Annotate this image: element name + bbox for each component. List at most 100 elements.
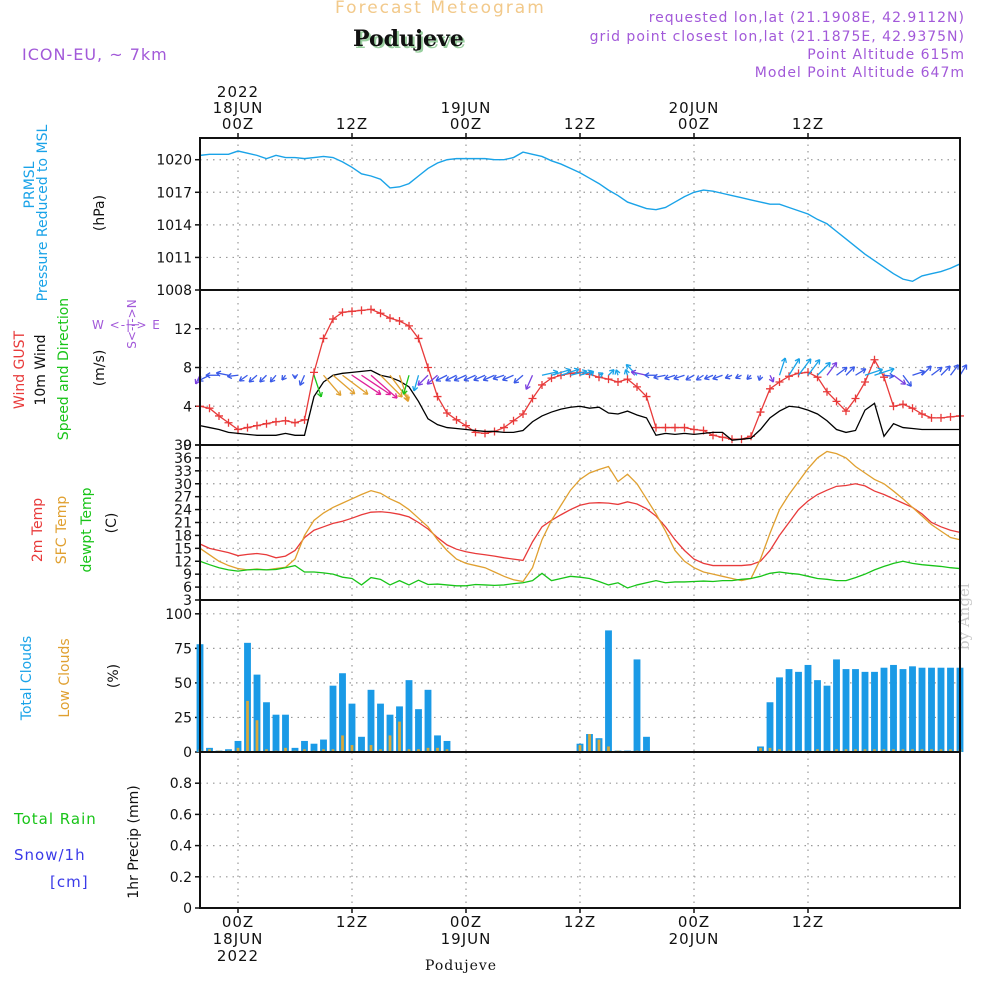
total-cloud-bar (785, 669, 793, 752)
wind-arrow-head (502, 375, 508, 382)
low-cloud-bar (284, 747, 287, 752)
low-cloud-bar (844, 749, 848, 752)
total-cloud-bar (918, 667, 926, 752)
sfc-temp-line (199, 450, 961, 583)
y-tick-label: 12 (174, 554, 192, 570)
low-cloud-bar (597, 739, 601, 752)
wind-direction-arrow (417, 374, 429, 386)
total-cloud-bar (804, 664, 812, 752)
chart-title: Forecast Meteogram (335, 0, 546, 18)
gust-marker (927, 413, 936, 422)
wind-direction-arrow (259, 374, 267, 383)
total-cloud-bar (234, 740, 242, 752)
wind-arrow-head (349, 388, 356, 395)
wind-direction-arrow (912, 370, 925, 376)
total-cloud-bar (434, 735, 441, 752)
gust-marker (785, 372, 793, 381)
total-cloud-bar (415, 709, 422, 752)
y-tick-label: 0.4 (170, 839, 192, 855)
wind-direction-arrow (696, 374, 704, 381)
gust-marker (443, 409, 451, 418)
gust-marker (262, 419, 271, 428)
low-cloud-bar (255, 720, 259, 752)
wind-arrow-head (291, 373, 299, 379)
wind-direction-arrow (342, 374, 369, 395)
y-tick-label: 1017 (156, 185, 192, 201)
y-tick-label: 3 (183, 593, 192, 609)
total-cloud-bar (405, 680, 413, 752)
gust-marker (310, 368, 318, 377)
low-cloud-bar (331, 749, 335, 752)
wind-arrow-head (492, 374, 499, 381)
total-cloud-bar (253, 674, 261, 752)
pressure-line (199, 150, 961, 283)
total-cloud-bar (643, 736, 650, 752)
wind-direction-arrow (435, 374, 448, 382)
wind-direction-arrow (769, 374, 774, 383)
total-cloud-bar (348, 703, 356, 752)
gust-marker (661, 423, 670, 432)
wind-arrow-head (781, 357, 787, 363)
gust-marker (452, 415, 461, 424)
y-tick-label: 15 (174, 541, 192, 557)
total-cloud-bar (928, 667, 935, 752)
wind-direction-arrow (845, 366, 855, 376)
gust-marker (775, 378, 784, 387)
gust-marker (538, 380, 546, 389)
wind-direction-arrow (370, 374, 398, 399)
wind-direction-arrow (513, 374, 524, 384)
wind-line (199, 369, 960, 441)
low-cloud-bar (816, 749, 819, 752)
grid-point-coords: grid point closest lon,lat (21.1875E, 42… (589, 29, 965, 45)
wind-arrow-head (392, 393, 398, 399)
wind-direction-arrow (778, 357, 786, 376)
bottom-axis-label: 12Z (563, 913, 597, 931)
wind-direction-arrow (313, 375, 322, 398)
y-tick-label: 33 (174, 464, 192, 480)
gust-marker (908, 404, 917, 413)
panel-frame (199, 137, 961, 291)
gust-marker (405, 321, 413, 330)
wind-direction-arrow (426, 374, 438, 385)
y-tick-label: 0 (183, 745, 192, 761)
low-cloud-bar (588, 734, 591, 752)
y-tick-label: 8 (183, 361, 192, 377)
wind-arrow-head (900, 379, 907, 385)
low-cloud-bar (911, 749, 914, 752)
wind-arrow-head (889, 366, 895, 373)
wind-direction-arrow (299, 374, 306, 386)
top-axis-label: 12Z (335, 115, 369, 133)
wind-arrow-head (746, 374, 752, 380)
total-cloud-bar (263, 702, 270, 752)
y-tick-label: 100 (165, 607, 192, 623)
total-cloud-bar (339, 673, 346, 752)
total-cloud-bar (367, 689, 375, 752)
wind-arrow-head (644, 372, 650, 379)
wind-arrow-head (248, 377, 255, 383)
wind-arrow-head (805, 358, 812, 364)
wind-direction-arrow (807, 359, 821, 376)
wind-direction-arrow (940, 365, 951, 376)
wind-arrow-head (316, 391, 323, 398)
gust-marker (604, 375, 613, 384)
y-tick-label: 1020 (156, 153, 192, 169)
total-cloud-bar (899, 669, 907, 752)
gust-marker (918, 410, 926, 418)
bottom-axis-label: 12Z (335, 913, 369, 931)
gust-marker (823, 387, 831, 396)
low-cloud-bar (939, 749, 943, 752)
snow-unit: [cm] (50, 873, 89, 891)
y-tick-label: 24 (174, 503, 192, 519)
wind-direction-arrow (502, 374, 514, 381)
wind-direction-arrow (817, 362, 831, 376)
gust-marker (937, 413, 945, 422)
total-cloud-bar (823, 685, 831, 752)
gust-marker (547, 374, 556, 383)
low-cloud-bar (398, 721, 401, 752)
wind-arrow-head (906, 381, 912, 387)
wind-arrow-head (524, 384, 531, 390)
total-cloud-bar (358, 736, 365, 752)
requested-coords: requested lon,lat (21.1908E, 42.9112N) (648, 10, 965, 26)
wind-direction-arrow (931, 366, 943, 376)
wind-direction-arrow (921, 365, 932, 376)
